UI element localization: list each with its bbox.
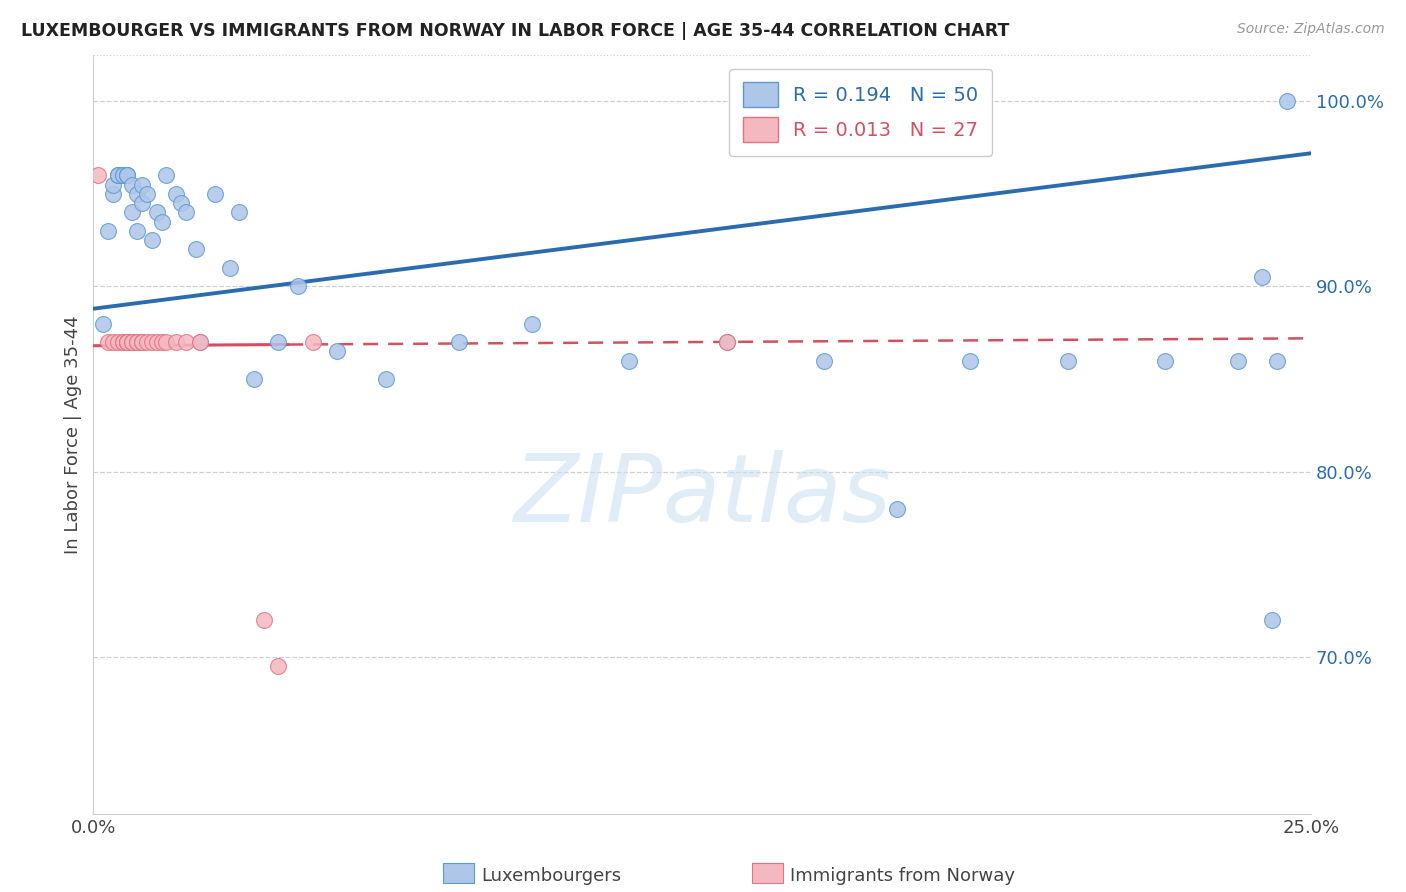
Point — [174, 205, 197, 219]
Text: Luxembourgers: Luxembourgers — [481, 867, 621, 885]
Point — [117, 334, 139, 349]
Point — [131, 178, 153, 192]
Point — [1261, 613, 1284, 627]
Point — [1251, 270, 1274, 285]
Point — [150, 334, 173, 349]
Point — [127, 224, 149, 238]
Point — [97, 334, 120, 349]
Point — [131, 196, 153, 211]
Point — [117, 334, 139, 349]
Point — [127, 334, 149, 349]
Point — [1275, 95, 1298, 109]
Point — [87, 169, 110, 183]
Point — [184, 243, 207, 257]
Point — [326, 344, 349, 359]
Point — [155, 169, 177, 183]
Point — [287, 279, 309, 293]
Point — [107, 169, 129, 183]
Point — [121, 178, 143, 192]
Point — [121, 205, 143, 219]
Point — [117, 169, 139, 183]
Text: LUXEMBOURGER VS IMMIGRANTS FROM NORWAY IN LABOR FORCE | AGE 35-44 CORRELATION CH: LUXEMBOURGER VS IMMIGRANTS FROM NORWAY I… — [21, 22, 1010, 40]
Point — [228, 205, 250, 219]
Point — [813, 353, 835, 368]
Point — [107, 334, 129, 349]
Point — [101, 178, 124, 192]
Point — [117, 169, 139, 183]
Point — [91, 317, 114, 331]
Point — [520, 317, 543, 331]
Point — [253, 613, 276, 627]
Point — [145, 334, 167, 349]
Text: ZIPatlas: ZIPatlas — [513, 450, 891, 541]
Text: Source: ZipAtlas.com: Source: ZipAtlas.com — [1237, 22, 1385, 37]
Point — [165, 334, 187, 349]
Point — [127, 334, 149, 349]
Legend: R = 0.194   N = 50, R = 0.013   N = 27: R = 0.194 N = 50, R = 0.013 N = 27 — [730, 69, 993, 155]
Point — [617, 353, 640, 368]
Point — [121, 334, 143, 349]
Point — [716, 334, 738, 349]
Point — [101, 334, 124, 349]
Point — [111, 169, 134, 183]
Point — [111, 334, 134, 349]
Point — [190, 334, 212, 349]
Point — [101, 186, 124, 201]
Point — [155, 334, 177, 349]
Point — [301, 334, 323, 349]
Point — [131, 334, 153, 349]
Point — [1265, 353, 1288, 368]
Point — [127, 186, 149, 201]
Point — [174, 334, 197, 349]
Text: Immigrants from Norway: Immigrants from Norway — [790, 867, 1015, 885]
Point — [165, 186, 187, 201]
Point — [447, 334, 470, 349]
Point — [141, 334, 163, 349]
Point — [204, 186, 226, 201]
Point — [117, 169, 139, 183]
Point — [267, 334, 290, 349]
Point — [218, 260, 240, 275]
Point — [267, 659, 290, 673]
Point — [111, 169, 134, 183]
Point — [170, 196, 193, 211]
Y-axis label: In Labor Force | Age 35-44: In Labor Force | Age 35-44 — [65, 315, 82, 554]
Point — [135, 186, 157, 201]
Point — [959, 353, 981, 368]
Point — [111, 334, 134, 349]
Point — [374, 372, 396, 386]
Point — [107, 169, 129, 183]
Point — [1154, 353, 1177, 368]
Point — [1056, 353, 1078, 368]
Point — [145, 205, 167, 219]
Point — [190, 334, 212, 349]
Point — [150, 215, 173, 229]
Point — [121, 334, 143, 349]
Point — [716, 334, 738, 349]
Point — [243, 372, 266, 386]
Point — [97, 224, 120, 238]
Point — [107, 169, 129, 183]
Point — [131, 334, 153, 349]
Point — [141, 233, 163, 247]
Point — [886, 501, 908, 516]
Point — [117, 334, 139, 349]
Point — [1227, 353, 1250, 368]
Point — [135, 334, 157, 349]
